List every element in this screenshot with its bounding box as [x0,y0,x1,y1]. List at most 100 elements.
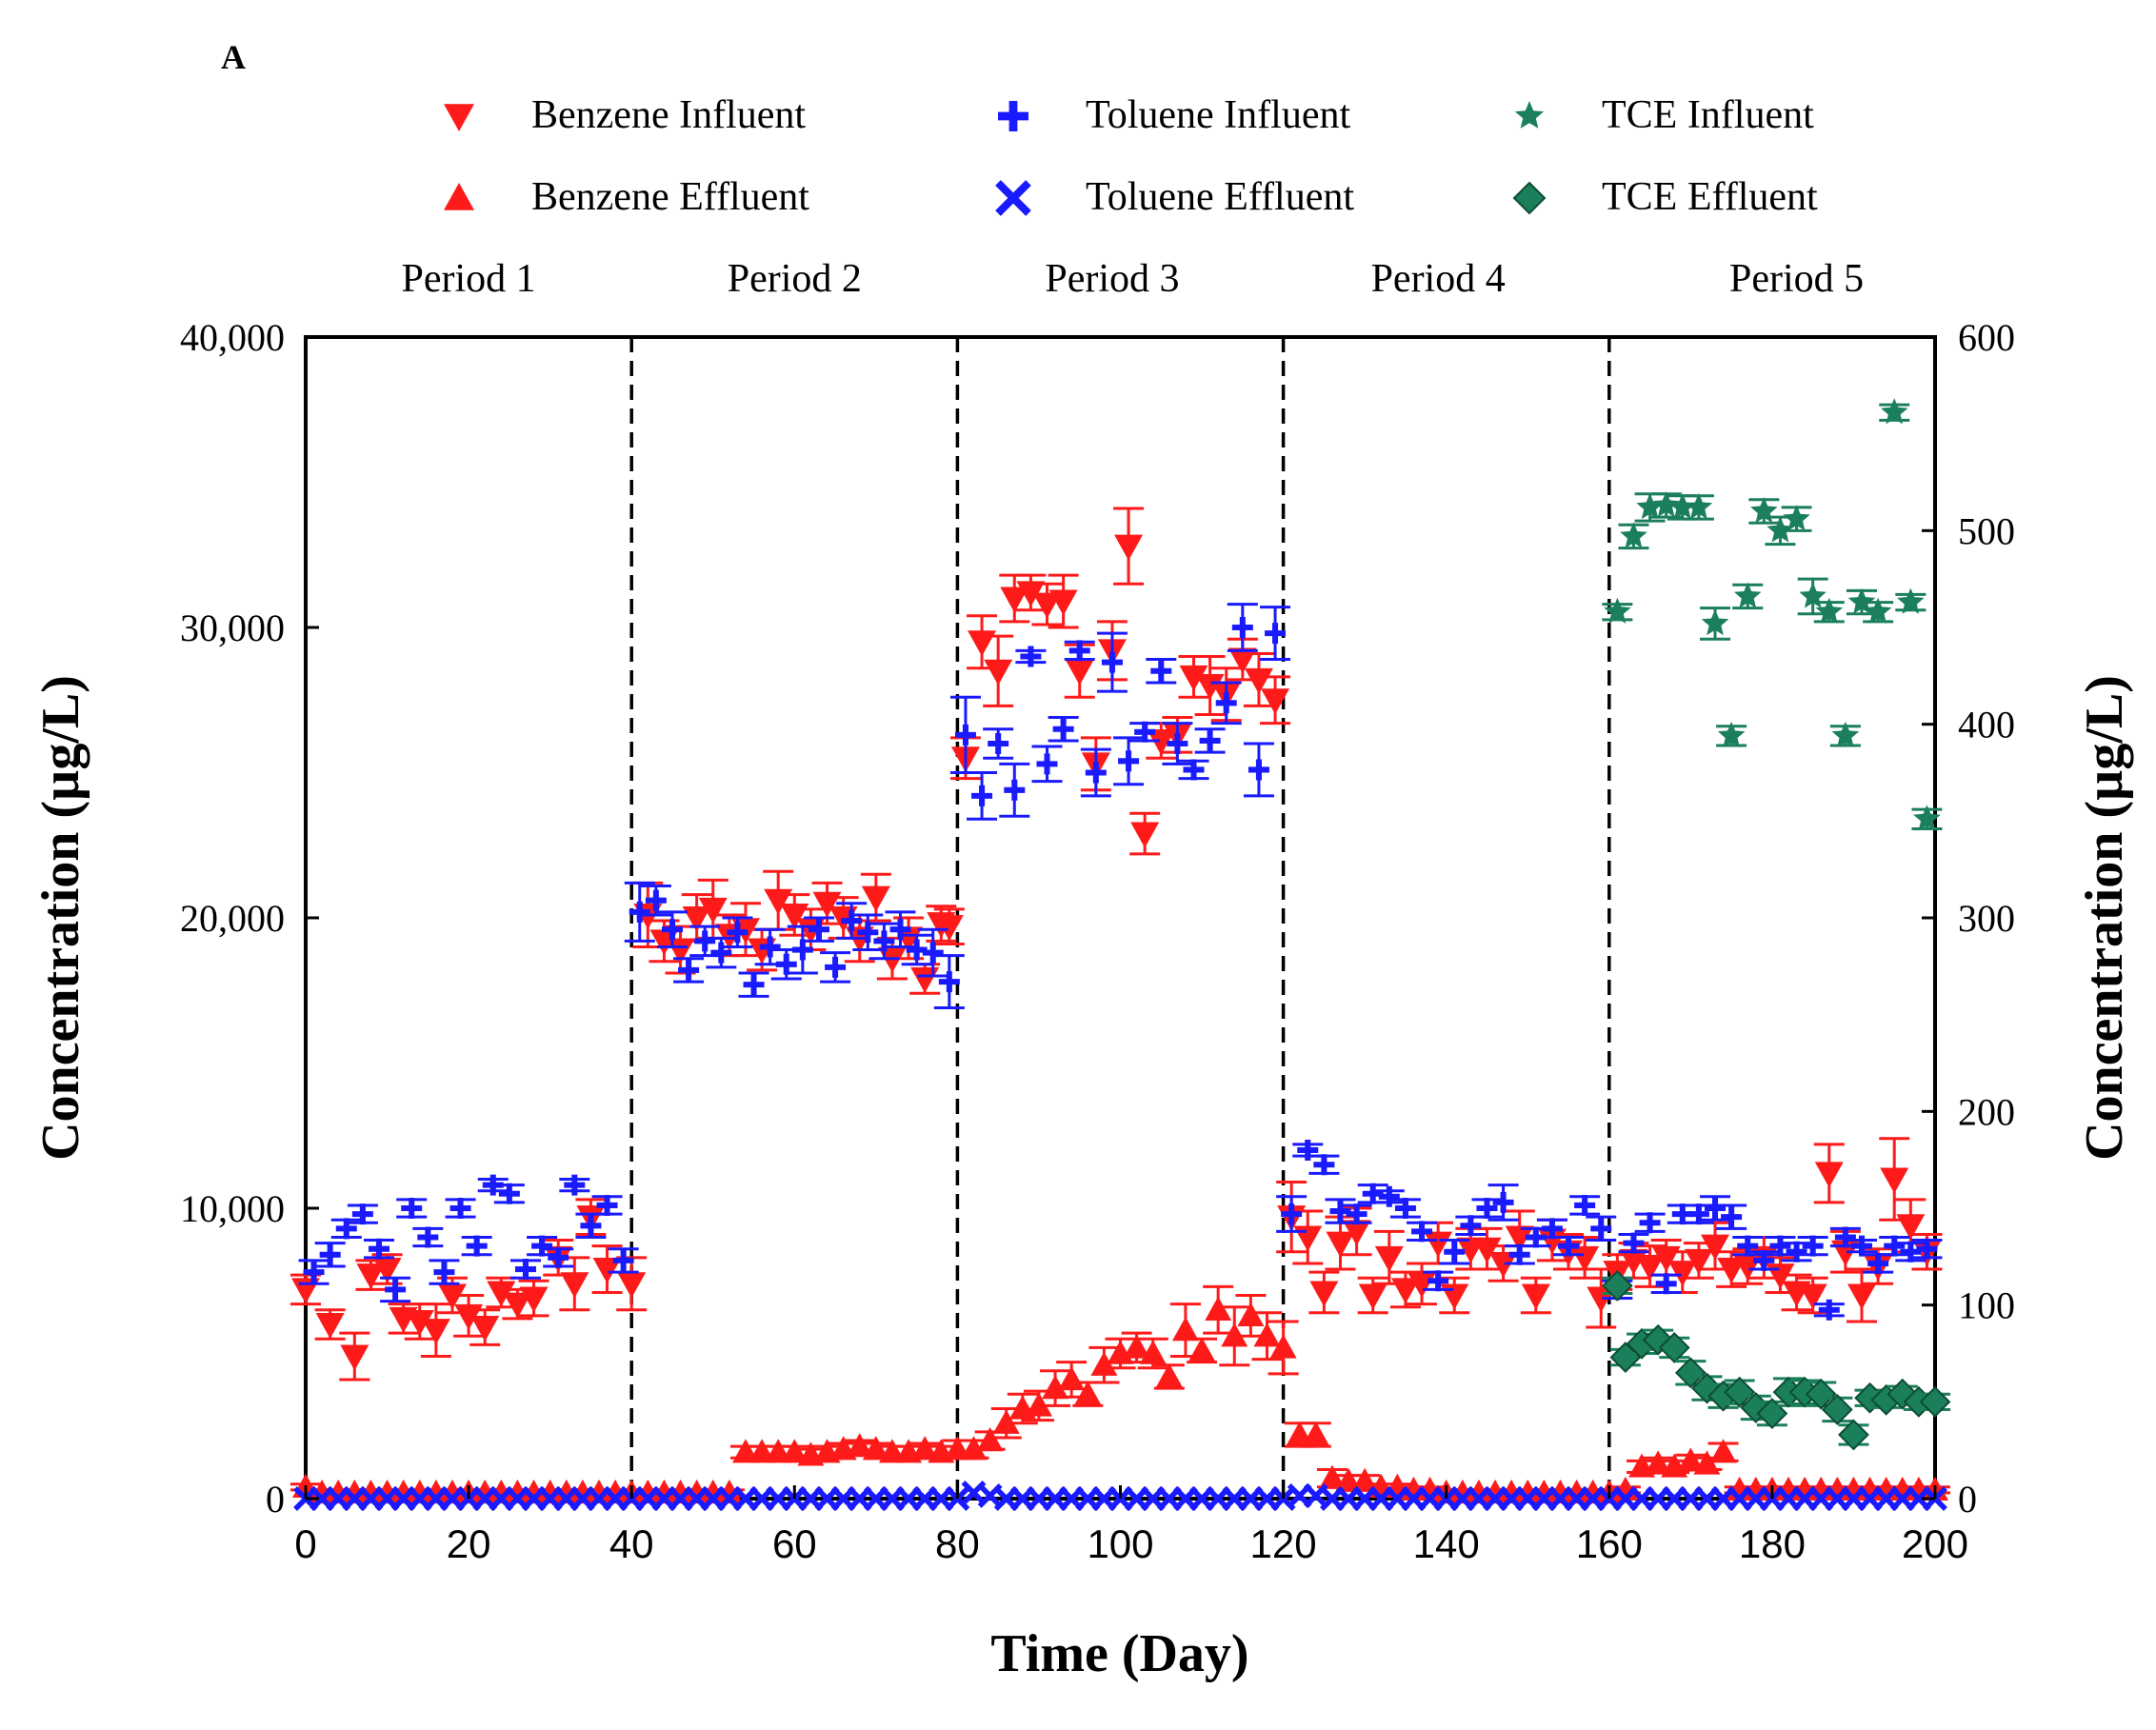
point-benzene_effluent-59 [1253,1322,1281,1347]
point-toluene_influent-39 [938,971,960,993]
x-tick-label-60: 60 [772,1521,817,1566]
point-toluene_influent-78 [1574,1194,1596,1216]
point-toluene_influent-53 [1167,733,1188,754]
point-toluene_influent-16 [564,1174,586,1196]
point-toluene_influent-23 [678,959,700,981]
x-tick-label-200: 200 [1902,1521,1968,1566]
point-benzene_influent-65 [1374,1245,1404,1272]
point-toluene_influent-21 [645,889,667,911]
point-toluene_influent-8 [433,1262,455,1283]
point-tce_influent-2 [1636,492,1664,520]
point-toluene_influent-34 [857,922,879,944]
point-benzene_influent-72 [1488,1251,1518,1278]
point-benzene_influent-36 [910,967,940,994]
point-benzene_effluent-58 [1237,1302,1265,1327]
y-right-tick-label-100: 100 [1958,1284,2015,1327]
point-benzene_effluent-56 [1205,1296,1232,1321]
point-toluene_influent-28 [759,936,781,958]
y-right-tick-label-600: 600 [1958,316,2015,359]
point-tce_influent-5 [1685,492,1713,520]
point-benzene_influent-13 [519,1286,549,1313]
point-toluene_influent-56 [1215,692,1237,714]
point-toluene_influent-67 [1394,1198,1416,1219]
point-toluene_influent-88 [1737,1235,1759,1257]
x-tick-label-80: 80 [935,1521,980,1566]
point-toluene_influent-30 [791,939,813,961]
plot-frame [304,335,1937,1501]
point-toluene_influent-51 [1134,721,1156,743]
point-toluene_influent-74 [1508,1243,1530,1265]
point-toluene_influent-47 [1068,640,1090,662]
point-toluene_influent-52 [1150,660,1172,682]
point-tce_influent-6 [1701,608,1729,636]
point-benzene_effluent-45 [1025,1392,1052,1417]
point-benzene_effluent-65 [1351,1467,1379,1492]
legend: Benzene Influent Toluene Influent TCE Infl… [444,93,1818,219]
point-toluene_influent-96 [1867,1252,1889,1274]
point-tce_influent-10 [1767,516,1794,543]
point-benzene_influent-51 [1147,728,1176,755]
point-benzene_influent-68 [1424,1231,1453,1258]
point-benzene_effluent-30 [781,1439,808,1463]
point-benzene_effluent-86 [1693,1450,1721,1475]
point-benzene_influent-62 [1326,1231,1355,1258]
point-benzene_influent-38 [934,915,964,942]
legend-label-benzene_influent: Benzene Influent [531,93,806,137]
point-toluene_influent-62 [1313,1154,1335,1176]
legend-marker-toluene_influent [998,101,1028,131]
point-toluene_influent-33 [841,910,863,932]
series-tce_influent [1602,398,1943,831]
point-tce_influent-3 [1652,490,1680,517]
point-benzene_influent-77 [1570,1245,1600,1272]
point-toluene_influent-63 [1329,1201,1351,1223]
y-right-tick-label-400: 400 [1958,704,2015,746]
point-benzene_effluent-83 [1645,1450,1672,1475]
point-tce_effluent-14 [1821,1394,1853,1425]
point-benzene_effluent-51 [1123,1334,1150,1359]
point-toluene_influent-89 [1753,1249,1775,1271]
point-benzene_influent-97 [1896,1214,1926,1241]
y-right-tick-label-200: 200 [1958,1090,2015,1133]
point-toluene_influent-31 [808,919,829,941]
point-benzene_influent-61 [1309,1281,1339,1307]
x-tick-label-140: 140 [1413,1521,1480,1566]
point-benzene_influent-18 [617,1272,647,1299]
point-benzene_influent-12 [503,1292,532,1319]
point-toluene_influent-14 [531,1235,553,1257]
x-tick-label-160: 160 [1576,1521,1643,1566]
point-benzene_effluent-55 [1188,1337,1216,1362]
point-toluene_influent-5 [385,1279,407,1301]
legend-item-toluene_influent: Toluene Influent [998,93,1350,137]
point-benzene_influent-15 [560,1272,589,1299]
point-toluene_influent-57 [1231,617,1253,638]
point-benzene_influent-63 [1342,1220,1371,1246]
period-label-4: Period 4 [1371,257,1506,301]
x-tick-label-40: 40 [609,1521,654,1566]
point-toluene_influent-60 [1281,1203,1303,1225]
point-toluene_influent-76 [1541,1218,1563,1240]
legend-marker-tce_effluent [1512,181,1547,215]
point-toluene_influent-65 [1362,1183,1384,1204]
point-benzene_influent-86 [1717,1258,1747,1284]
point-benzene_influent-96 [1880,1167,1909,1194]
period-label-2: Period 2 [728,257,862,301]
period-label-1: Period 1 [402,257,536,301]
period-label-3: Period 3 [1045,257,1179,301]
point-benzene_influent-49 [1114,534,1144,561]
period-labels: Period 1 Period 2 Period 3 Period 4 Period 5 [402,257,1865,301]
point-benzene_influent-69 [1440,1283,1469,1310]
point-tce_effluent-0 [1601,1269,1633,1302]
point-toluene_influent-29 [775,953,797,975]
point-toluene_influent-70 [1444,1241,1466,1263]
point-benzene_influent-41 [984,659,1013,686]
point-toluene_influent-10 [466,1235,488,1257]
point-benzene_influent-33 [861,885,890,912]
period-label-5: Period 5 [1729,257,1864,301]
point-toluene_influent-68 [1411,1221,1433,1243]
point-toluene_influent-9 [449,1198,471,1219]
point-tce_influent-4 [1668,492,1697,520]
legend-label-tce_effluent: TCE Effluent [1602,175,1818,219]
point-tce_influent-7 [1717,721,1746,747]
x-axis: 0 20 40 60 80 100 120 140 160 180 200 [294,1485,1968,1566]
point-benzene_influent-85 [1701,1234,1730,1261]
